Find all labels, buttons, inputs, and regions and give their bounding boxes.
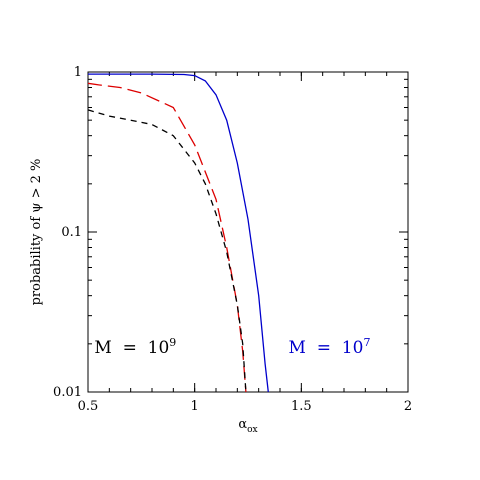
x-axis-label: αox (238, 417, 257, 435)
annotations: M = 109 M = 107 (94, 336, 370, 358)
y-tick-label: 0.01 (53, 385, 82, 400)
axes: 0.5 1 1.5 2 0.01 0.1 1 αox probability of ψ > 2 … (29, 65, 412, 435)
series-layer (87, 73, 269, 393)
y-tick-label: 1 (74, 65, 82, 80)
annotation-1: M = 107 (289, 336, 371, 358)
annotation-0: M = 109 (94, 336, 176, 358)
y-axis-label: probability of ψ > 2 % (29, 159, 44, 306)
y-tick-label: 0.1 (61, 225, 82, 240)
series-line-1 (87, 82, 247, 393)
series-line-0 (88, 73, 269, 393)
x-tick-label: 2 (404, 399, 412, 414)
x-tick-label: 1.5 (291, 399, 312, 414)
series-line-2 (87, 109, 247, 393)
x-tick-label: 0.5 (78, 399, 99, 414)
x-tick-label: 1 (191, 399, 199, 414)
